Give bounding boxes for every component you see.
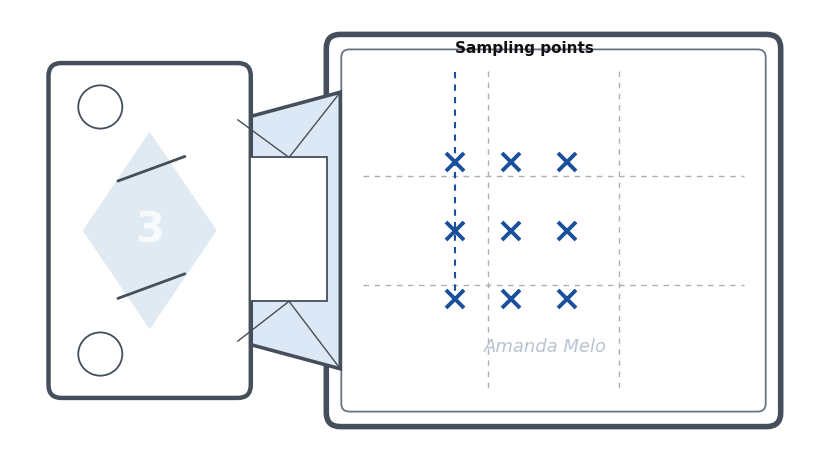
Text: Amanda Melo: Amanda Melo	[483, 338, 606, 356]
Polygon shape	[400, 92, 638, 369]
Polygon shape	[48, 101, 354, 360]
Ellipse shape	[78, 85, 122, 129]
Text: Sampling points: Sampling points	[455, 41, 593, 55]
FancyBboxPatch shape	[48, 63, 251, 398]
Polygon shape	[238, 92, 340, 369]
Text: 3: 3	[500, 205, 537, 256]
Bar	[250, 158, 327, 301]
Polygon shape	[83, 132, 216, 329]
Text: 3: 3	[135, 209, 164, 252]
Ellipse shape	[78, 332, 122, 376]
FancyBboxPatch shape	[326, 35, 780, 426]
